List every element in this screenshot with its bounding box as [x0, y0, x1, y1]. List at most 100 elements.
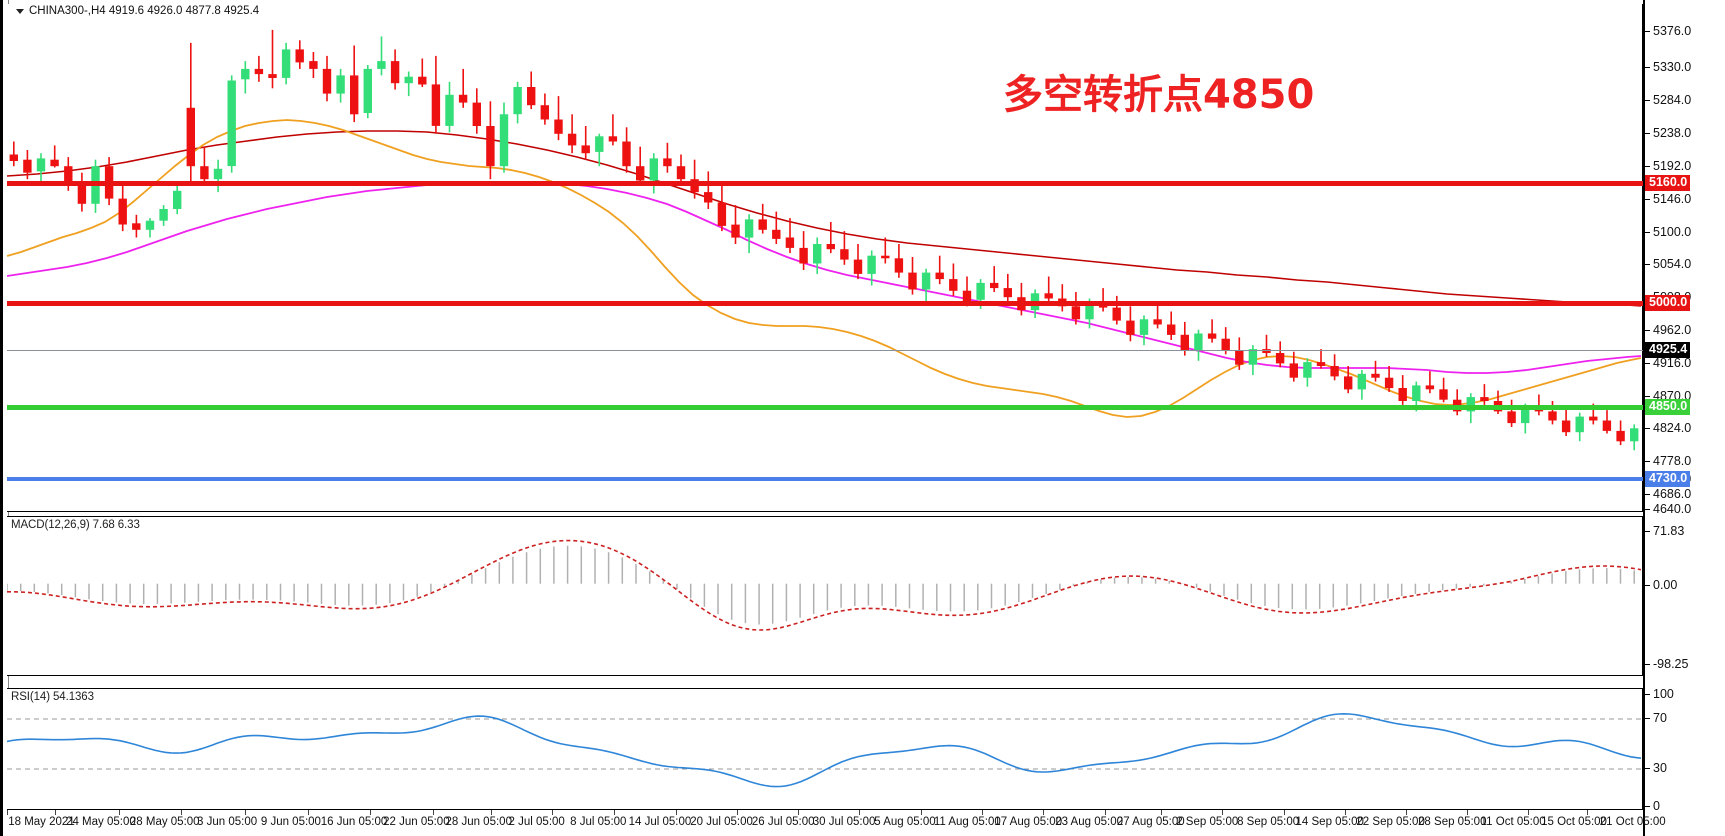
rsi-line	[7, 712, 1641, 788]
axis-price-badge[interactable]: 4730.0	[1645, 471, 1691, 487]
time-axis-label: 15 Oct 05:00	[1541, 816, 1607, 828]
time-axis-separator	[1161, 810, 1163, 815]
axis-price-badge[interactable]: 4850.0	[1645, 399, 1691, 415]
time-axis-separator	[432, 810, 434, 815]
axis-price-badge[interactable]: 5000.0	[1645, 295, 1691, 311]
price-pane[interactable]: CHINA300-,H4 4919.6 4926.0 4877.8 4925.4	[7, 4, 1643, 512]
time-axis-separator	[1222, 810, 1224, 815]
axis-tick	[1645, 330, 1650, 331]
rsi-pane[interactable]: RSI(14) 54.1363	[7, 688, 1643, 810]
axis-tick	[1645, 585, 1650, 586]
macd-histogram	[7, 545, 1635, 625]
macd-label: MACD(12,26,9) 7.68 6.33	[11, 519, 140, 531]
level-line-last-price	[7, 350, 1643, 351]
time-axis-separator	[1344, 810, 1346, 815]
axis-tick	[1645, 232, 1650, 233]
axis-tick-label: 5100.0	[1653, 225, 1692, 239]
axis-tick	[1645, 166, 1650, 167]
time-axis-label: 22 Sep 05:00	[1356, 816, 1425, 828]
axis-tick-label: 5330.0	[1653, 60, 1692, 74]
axis-tick	[1645, 461, 1650, 462]
time-axis-label: 26 Jul 05:00	[751, 816, 815, 828]
time-axis-separator	[858, 810, 860, 815]
time-axis-label: 8 Sep 05:00	[1237, 816, 1300, 828]
time-axis-separator	[1586, 810, 1588, 815]
axis-tick	[1645, 664, 1650, 665]
price-axis[interactable]: 5376.0 5330.0 5284.0 5238.0 5192.0 5146.0 5100…	[1643, 0, 1725, 836]
time-axis-label: 28 Sep 05:00	[1418, 816, 1487, 828]
time-axis-label: 11 Aug 05:00	[933, 816, 1001, 828]
ma-red-line	[7, 130, 1641, 307]
time-axis-separator	[1467, 810, 1469, 815]
axis-tick	[1645, 133, 1650, 134]
time-axis-label: 22 Jun 05:00	[383, 816, 450, 828]
time-axis-separator	[921, 810, 923, 815]
axis-tick	[1645, 694, 1650, 695]
time-axis-label: 23 Aug 05:00	[1055, 816, 1123, 828]
time-axis-separator	[1104, 810, 1106, 815]
time-axis-label: 14 Jul 05:00	[628, 816, 692, 828]
macd-pane[interactable]: MACD(12,26,9) 7.68 6.33	[7, 516, 1643, 676]
axis-tick	[1645, 718, 1650, 719]
symbol-header: CHINA300-,H4 4919.6 4926.0 4877.8 4925.4	[29, 5, 260, 17]
time-axis-label: 20 Jul 05:00	[690, 816, 753, 828]
axis-tick-label: 5284.0	[1653, 93, 1692, 107]
axis-tick-label: 100	[1653, 687, 1674, 701]
time-axis-separator	[613, 810, 615, 815]
axis-tick-label: 4824.0	[1653, 421, 1692, 435]
time-axis-separator	[370, 810, 372, 815]
time-axis-separator	[982, 810, 984, 815]
time-axis-separator	[181, 810, 183, 815]
axis-tick	[1645, 396, 1650, 397]
axis-vertical-line	[1643, 0, 1645, 836]
candlestick-series	[9, 29, 1639, 451]
level-line-5160	[7, 181, 1643, 186]
axis-tick	[1645, 100, 1650, 101]
axis-tick-label: 70	[1653, 711, 1667, 725]
axis-tick	[1645, 363, 1650, 364]
level-line-4730	[7, 477, 1643, 481]
time-axis-separator	[490, 810, 492, 815]
time-axis-label: 28 May 05:00	[129, 816, 200, 828]
axis-tick	[1645, 509, 1650, 510]
time-axis-label: 14 Sep 05:00	[1295, 816, 1364, 828]
time-axis-separator	[552, 810, 554, 815]
level-line-5000	[7, 301, 1643, 306]
collapse-caret-icon[interactable]	[16, 9, 24, 14]
axis-price-badge[interactable]: 5160.0	[1645, 175, 1691, 191]
time-axis-label: 18 May 2021	[8, 816, 75, 828]
axis-tick	[1645, 264, 1650, 265]
time-axis-separator	[118, 810, 120, 815]
time-axis-separator	[1528, 810, 1530, 815]
time-axis-label: 16 Jun 05:00	[320, 816, 388, 828]
axis-tick	[1645, 199, 1650, 200]
macd-plot	[7, 539, 1641, 631]
time-axis-separator	[244, 810, 246, 815]
time-axis-separator	[675, 810, 677, 815]
chart-annotation-text: 多空转折点4850	[1003, 72, 1315, 118]
axis-tick-label: 4686.0	[1653, 487, 1692, 501]
time-axis-separator	[737, 810, 739, 815]
axis-tick-label: 4640.0	[1653, 502, 1692, 516]
axis-tick-label: 0	[1653, 799, 1660, 813]
axis-tick-label: 4778.0	[1653, 454, 1692, 468]
time-axis-label: 28 Jun 05:00	[445, 816, 512, 828]
axis-tick-label: 4916.0	[1653, 356, 1692, 370]
time-axis[interactable]: 18 May 2021 24 May 05:00 28 May 05:00 3 Jun…	[7, 810, 1666, 836]
level-line-4850	[7, 405, 1643, 410]
time-axis-separator	[7, 810, 8, 815]
axis-tick	[1645, 67, 1650, 68]
axis-tick-label: 0.00	[1653, 578, 1678, 592]
time-axis-label: 8 Jul 05:00	[570, 816, 627, 828]
axis-tick	[1645, 428, 1650, 429]
axis-tick-label: 5238.0	[1653, 126, 1692, 140]
axis-price-badge[interactable]: 4925.4	[1645, 342, 1691, 358]
axis-tick-label: 5146.0	[1653, 192, 1692, 206]
axis-tick-label: 5376.0	[1653, 24, 1692, 38]
axis-tick	[1645, 31, 1650, 32]
axis-tick-label: -98.25	[1653, 657, 1689, 671]
axis-tick-label: 4962.0	[1653, 323, 1692, 337]
time-axis-separator	[798, 810, 800, 815]
time-axis-separator	[308, 810, 309, 815]
